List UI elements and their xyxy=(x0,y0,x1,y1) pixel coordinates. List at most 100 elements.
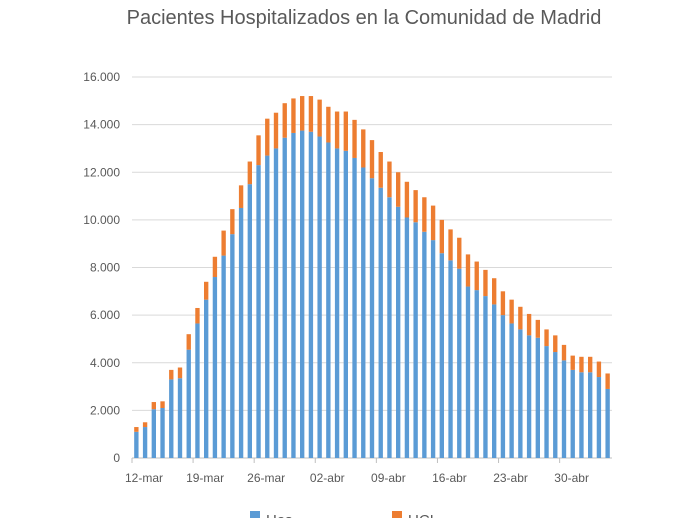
bar-uci-25-abr xyxy=(518,306,523,330)
x-tick-label: 30-abr xyxy=(554,471,589,485)
bar-hos-10-abr xyxy=(387,197,392,458)
bar-uci-30-mar xyxy=(291,98,296,133)
bar-uci-05-may xyxy=(605,373,610,389)
x-tick-label: 23-abr xyxy=(493,471,528,485)
y-tick-label: 2.000 xyxy=(90,403,120,417)
y-tick-label: 10.000 xyxy=(83,213,120,227)
bar-hos-13-abr xyxy=(413,222,418,458)
bar-uci-22-mar xyxy=(221,230,226,256)
bar-hos-29-mar xyxy=(282,137,287,458)
legend-label-uci: UCI xyxy=(408,512,434,518)
bar-hos-05-abr xyxy=(343,150,348,458)
bar-hos-12-mar xyxy=(134,431,139,458)
bar-uci-08-abr xyxy=(369,140,375,179)
bar-hos-22-mar xyxy=(221,255,226,458)
bar-uci-04-abr xyxy=(334,111,340,149)
bar-uci-26-abr xyxy=(526,313,532,336)
bar-hos-28-mar xyxy=(273,148,279,458)
bar-hos-18-mar xyxy=(186,349,191,458)
bar-hos-23-mar xyxy=(230,234,235,458)
bar-uci-17-mar xyxy=(177,367,183,379)
bar-hos-29-abr xyxy=(553,352,558,458)
y-tick-label: 4.000 xyxy=(90,356,120,370)
bar-hos-04-may xyxy=(596,377,602,458)
bar-uci-23-mar xyxy=(230,209,235,235)
bar-uci-13-abr xyxy=(413,190,418,223)
bar-hos-16-mar xyxy=(169,379,174,458)
bar-hos-18-abr xyxy=(457,268,462,458)
bar-uci-20-abr xyxy=(474,261,479,291)
bar-hos-24-abr xyxy=(509,323,514,458)
bar-uci-10-abr xyxy=(387,161,392,198)
bar-hos-30-mar xyxy=(291,132,296,458)
bar-hos-26-abr xyxy=(526,335,532,458)
bar-uci-18-abr xyxy=(457,237,462,269)
bar-hos-09-abr xyxy=(378,187,383,459)
legend-label-hos: Hos xyxy=(266,512,293,518)
x-tick-label: 09-abr xyxy=(371,471,406,485)
bar-uci-25-mar xyxy=(247,161,252,185)
x-tick-label: 02-abr xyxy=(310,471,345,485)
bar-hos-11-abr xyxy=(396,206,401,458)
bar-hos-20-abr xyxy=(474,290,479,458)
bars xyxy=(134,96,610,459)
bar-hos-16-abr xyxy=(439,253,444,458)
bar-hos-02-abr xyxy=(317,136,322,458)
bar-hos-26-mar xyxy=(256,165,261,459)
bar-uci-30-abr xyxy=(561,344,567,361)
bar-hos-08-abr xyxy=(369,178,375,458)
bar-hos-21-mar xyxy=(212,277,218,458)
bar-uci-18-mar xyxy=(186,334,191,350)
bar-uci-15-abr xyxy=(430,205,436,241)
x-tick-label: 16-abr xyxy=(432,471,467,485)
y-tick-label: 8.000 xyxy=(90,261,120,275)
bar-hos-19-abr xyxy=(465,286,471,458)
chart-title: Pacientes Hospitalizados en la Comunidad… xyxy=(127,7,602,29)
legend: Hos UCI xyxy=(250,511,434,518)
bar-uci-28-abr xyxy=(544,329,549,347)
bar-uci-13-mar xyxy=(142,422,148,428)
bar-hos-25-mar xyxy=(247,184,252,458)
bar-hos-05-may xyxy=(605,388,610,458)
bar-hos-24-mar xyxy=(238,207,244,458)
bar-uci-28-mar xyxy=(273,112,279,149)
bar-uci-12-abr xyxy=(404,181,410,218)
bar-uci-11-abr xyxy=(396,172,401,207)
bar-hos-15-abr xyxy=(430,240,436,458)
y-axis-ticks: 0 2.000 4.000 6.000 8.000 10.000 12.000 14.000 1… xyxy=(83,70,120,465)
bar-uci-22-abr xyxy=(492,278,497,305)
y-tick-label: 12.000 xyxy=(83,165,120,179)
bar-uci-24-mar xyxy=(238,185,244,208)
bar-uci-19-abr xyxy=(465,254,471,287)
bar-hos-03-may xyxy=(588,372,593,458)
bar-uci-29-mar xyxy=(282,103,287,138)
x-tick-label: 19-mar xyxy=(186,471,224,485)
y-tick-label: 6.000 xyxy=(90,308,120,322)
bar-hos-30-abr xyxy=(561,360,567,458)
bar-uci-23-abr xyxy=(500,291,506,316)
bar-hos-02-may xyxy=(579,372,584,458)
bar-hos-19-mar xyxy=(195,323,200,458)
bar-hos-01-may xyxy=(570,369,575,458)
bar-uci-26-mar xyxy=(256,135,261,166)
bar-hos-20-mar xyxy=(204,299,209,458)
bar-uci-01-may xyxy=(570,355,575,370)
bar-uci-16-mar xyxy=(169,369,174,380)
bar-uci-27-mar xyxy=(265,118,270,156)
bar-hos-27-mar xyxy=(265,155,270,458)
bar-uci-19-mar xyxy=(195,307,200,324)
y-tick-label: 16.000 xyxy=(83,70,120,84)
bar-uci-02-abr xyxy=(317,99,322,137)
bar-uci-05-abr xyxy=(343,111,348,151)
bar-hos-01-abr xyxy=(308,131,314,458)
bar-uci-20-mar xyxy=(204,281,209,300)
bar-hos-14-abr xyxy=(422,231,427,458)
bar-uci-14-abr xyxy=(422,197,427,232)
bar-uci-06-abr xyxy=(352,119,357,158)
x-axis-ticks: 12-mar 19-mar 26-mar 02-abr 09-abr 16-abr 23-a… xyxy=(125,458,589,485)
bar-uci-03-may xyxy=(588,356,593,373)
bar-hos-14-mar xyxy=(151,409,156,458)
bar-uci-21-abr xyxy=(483,269,488,297)
x-tick-label: 12-mar xyxy=(125,471,163,485)
